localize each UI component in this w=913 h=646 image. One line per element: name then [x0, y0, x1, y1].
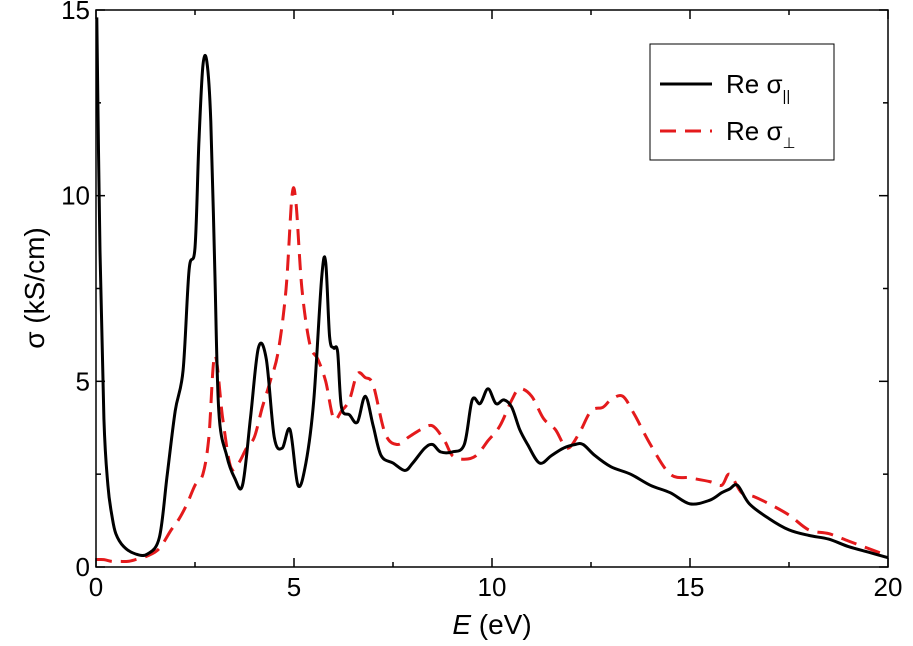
legend-label-parallel-main: Re σ [726, 69, 783, 99]
tick-layer: 0 5 10 15 20 0 5 10 15 [61, 0, 902, 602]
y-axis-label: σ (kS/cm) [19, 227, 50, 349]
legend: Re σ|| Re σ⊥ [649, 43, 835, 161]
y-tick-label: 0 [76, 552, 90, 582]
x-axis-label-italic: E [452, 609, 471, 640]
series-layer [96, 17, 888, 564]
legend-label-perpendicular: Re σ⊥ [726, 116, 796, 152]
series-line-perpendicular [96, 186, 888, 564]
legend-label-parallel-sub: || [783, 88, 791, 105]
x-axis-label-unit: (eV) [471, 609, 532, 640]
y-tick-label: 5 [76, 366, 90, 396]
legend-label-parallel: Re σ|| [726, 69, 790, 105]
series-line-parallel [96, 17, 888, 560]
x-tick-label: 0 [89, 572, 103, 602]
x-tick-label: 5 [287, 572, 301, 602]
x-tick-label: 15 [676, 572, 705, 602]
legend-label-perpendicular-main: Re σ [726, 116, 783, 146]
legend-label-perpendicular-sub: ⊥ [783, 135, 796, 152]
x-tick-label: 20 [874, 572, 903, 602]
x-tick-label: 10 [478, 572, 507, 602]
y-tick-label: 15 [61, 0, 90, 25]
legend-frame [649, 43, 835, 161]
x-axis-label: E (eV) [452, 609, 531, 640]
y-tick-label: 10 [61, 181, 90, 211]
